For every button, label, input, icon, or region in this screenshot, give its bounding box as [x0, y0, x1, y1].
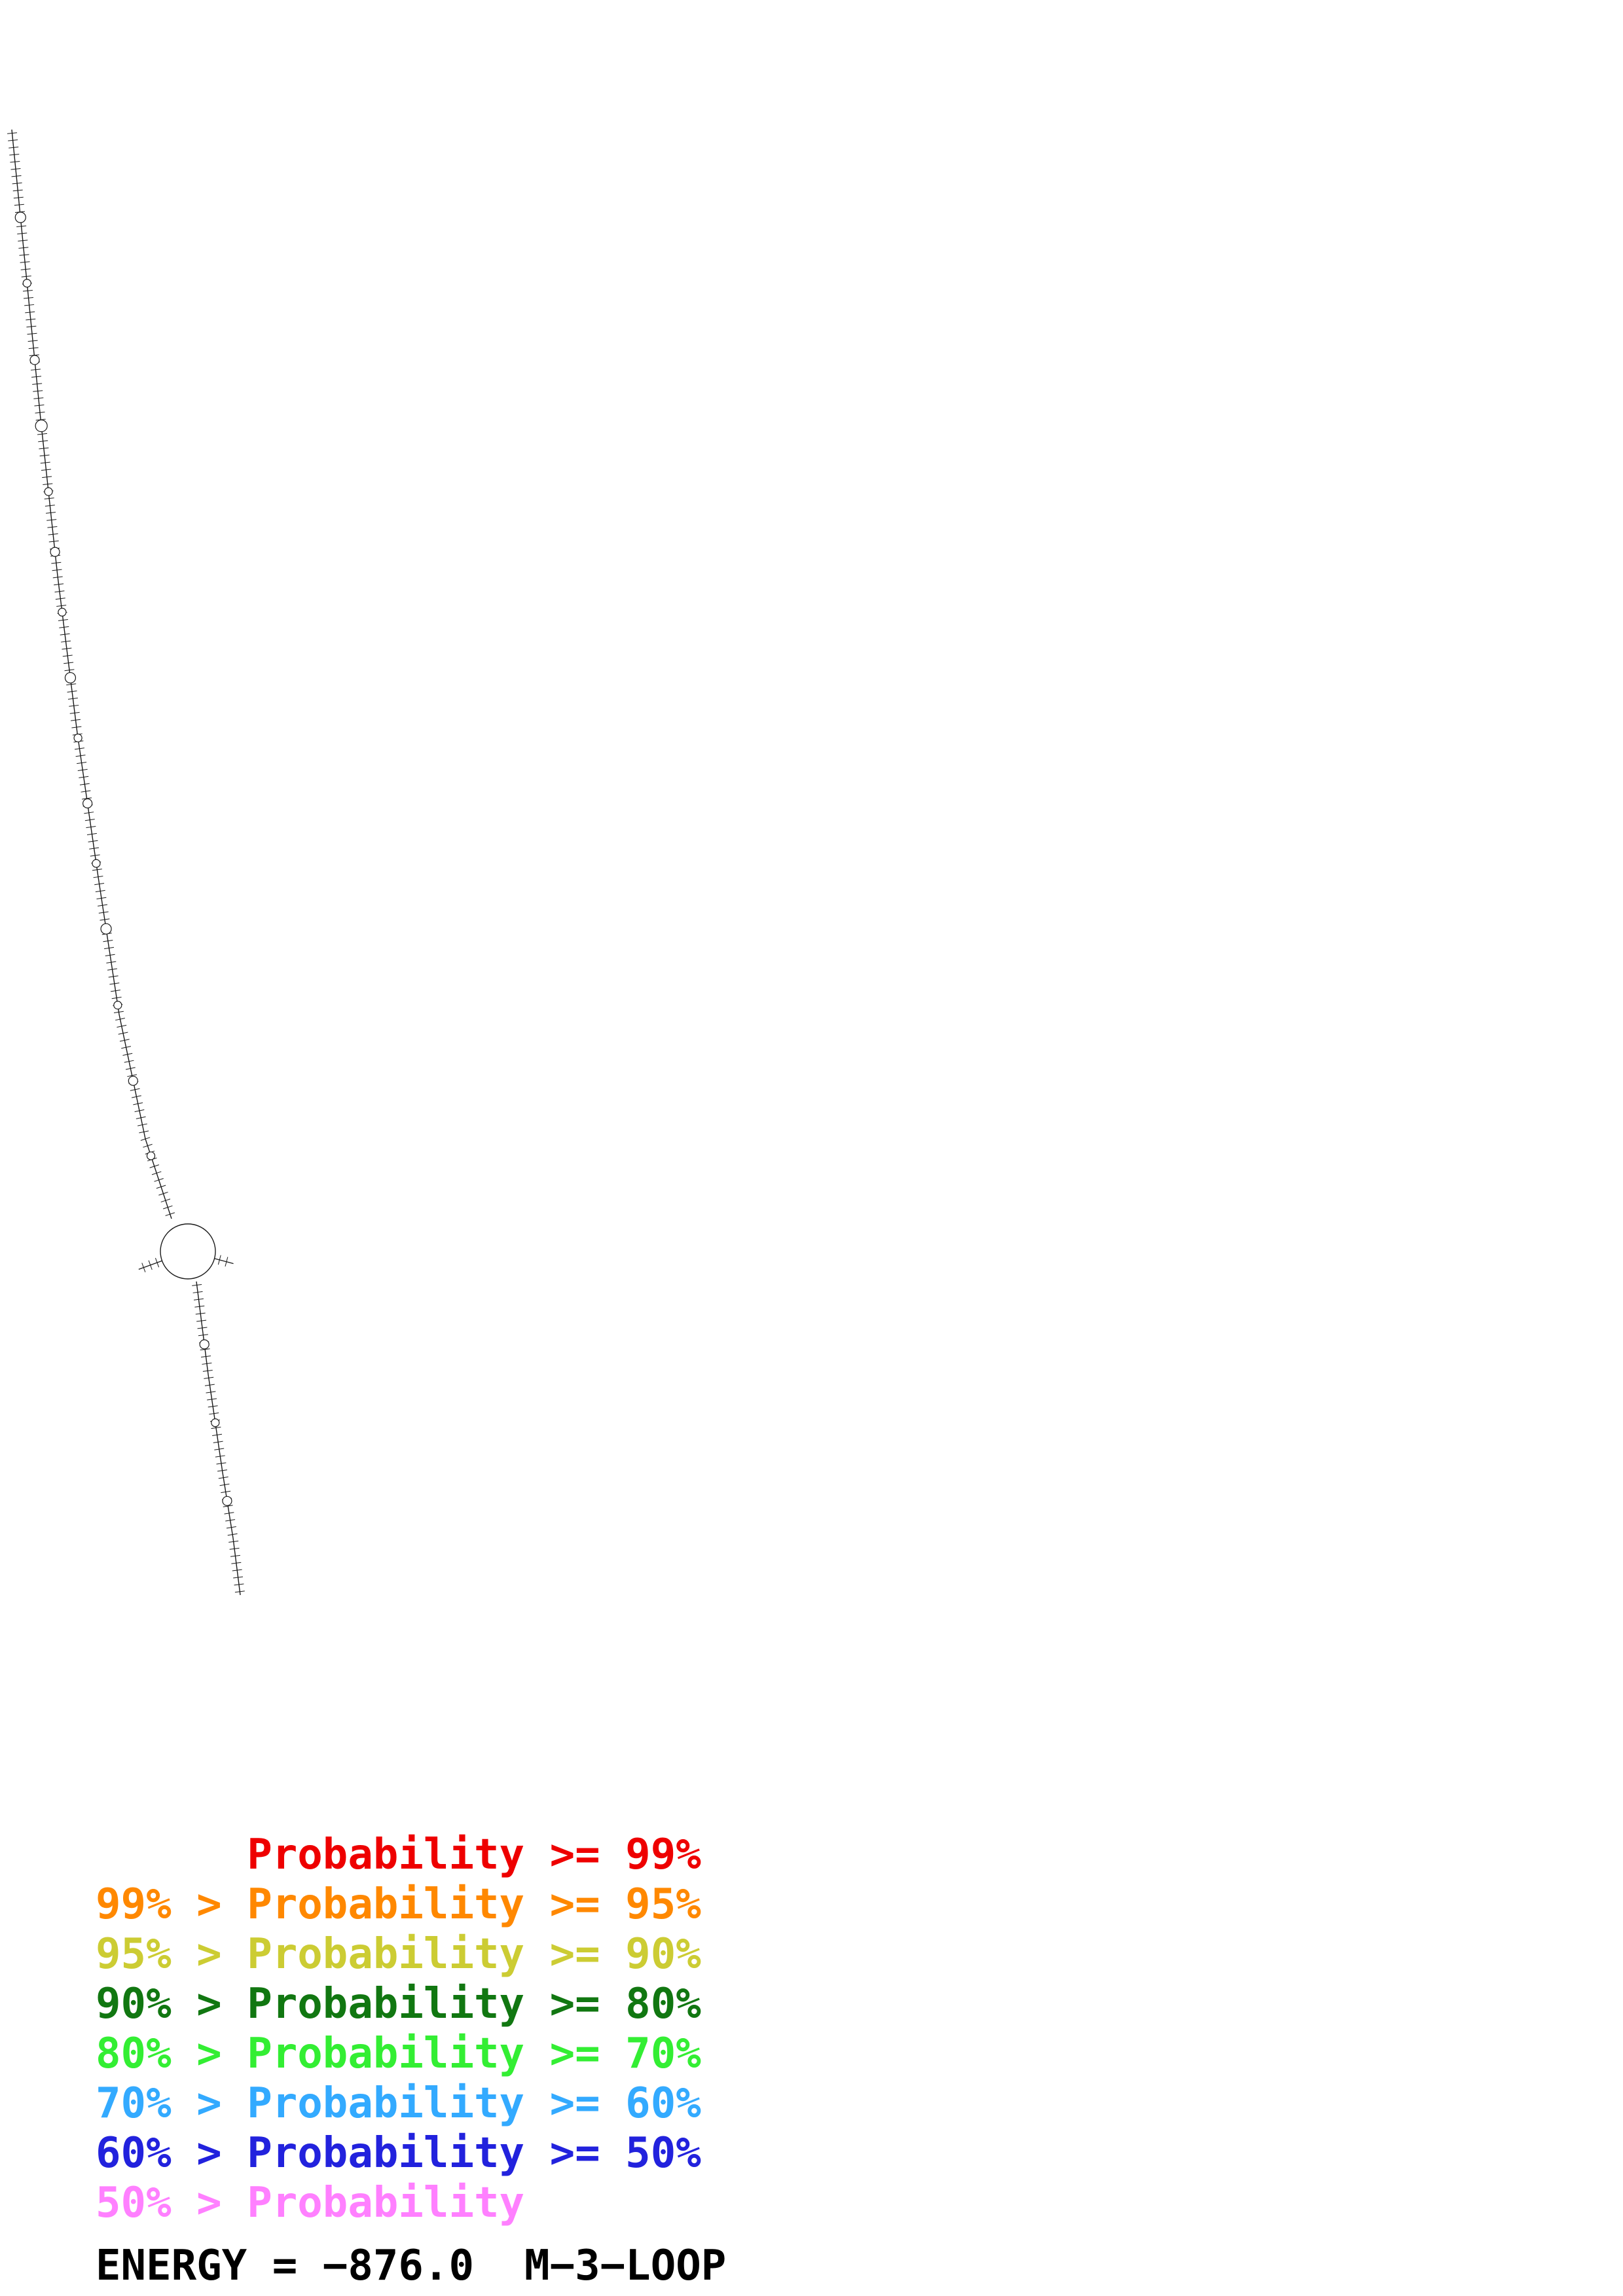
legend-line: 50% > Probability: [96, 2179, 525, 2227]
legend-line: 70% > Probability >= 60%: [96, 2079, 701, 2128]
probability-legend: Probability >= 99% 99% > Probability >= 9…: [96, 1830, 701, 2228]
legend-line: Probability >= 99%: [96, 1831, 701, 1879]
legend-line: 99% > Probability >= 95%: [96, 1880, 701, 1929]
legend-line: 60% > Probability >= 50%: [96, 2129, 701, 2178]
legend-line: 95% > Probability >= 90%: [96, 1930, 701, 1979]
energy-label: ENERGY = −876.0 M−3−LOOP: [96, 2242, 727, 2290]
legend-line: 90% > Probability >= 80%: [96, 1980, 701, 2028]
legend-line: 80% > Probability >= 70%: [96, 2030, 701, 2078]
